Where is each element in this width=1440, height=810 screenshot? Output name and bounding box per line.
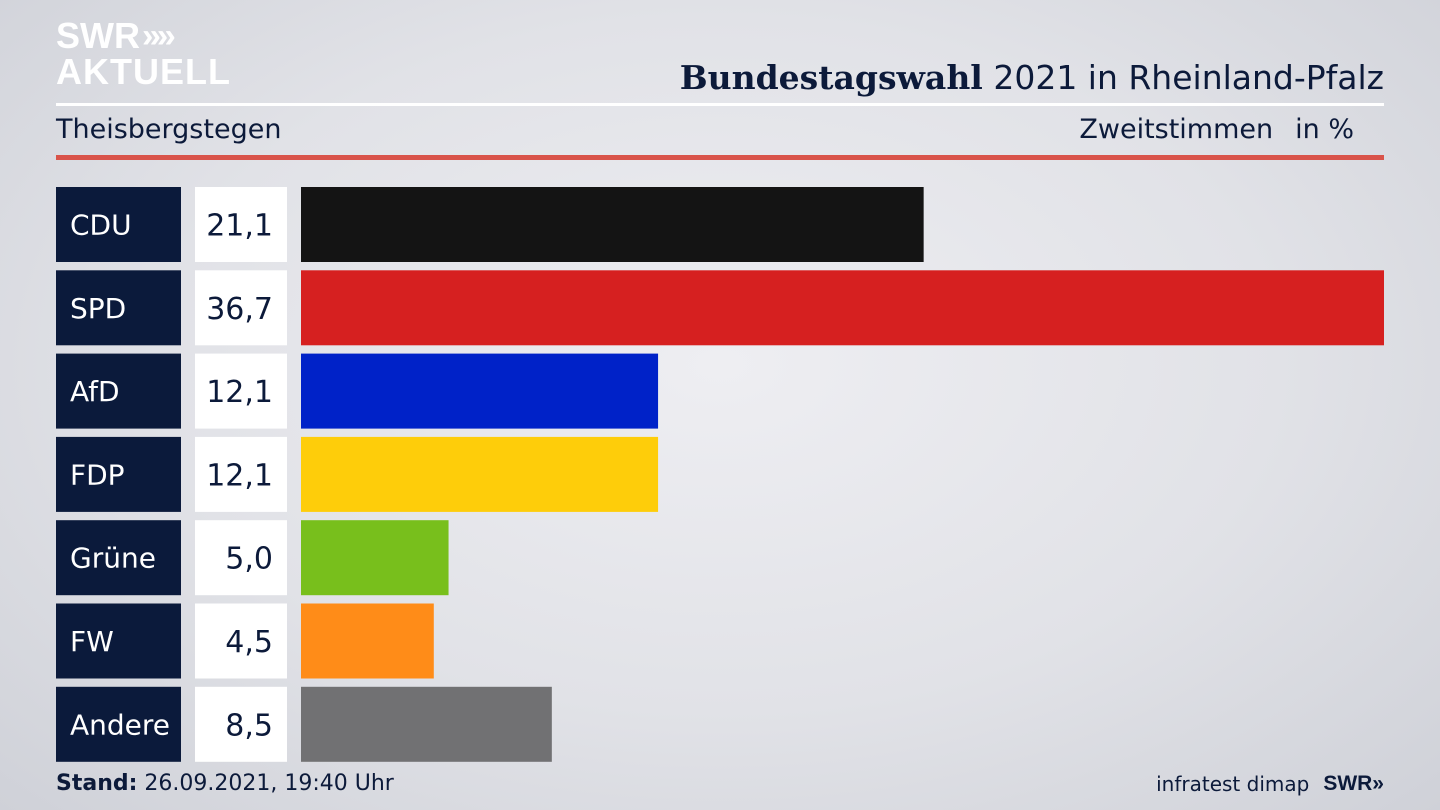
results-bar-chart: CDU 21,1 SPD 36,7 AfD 12,1 FDP 12,1 Grüne 5,0 FW 4,… <box>56 187 1384 762</box>
bar-gr-ne <box>301 520 449 596</box>
bar-row-spd: SPD 36,7 <box>56 270 1384 346</box>
data-label: 21,1 <box>206 209 273 244</box>
party-label: FDP <box>70 458 125 491</box>
data-label: 12,1 <box>206 375 273 410</box>
bar-row-afd: AfD 12,1 <box>56 353 659 429</box>
bar-row-fw: FW 4,5 <box>56 603 434 679</box>
value-box <box>195 436 287 512</box>
stand-label: Stand: <box>56 771 138 796</box>
stand-value: 26.09.2021, 19:40 Uhr <box>137 771 394 796</box>
value-box <box>195 353 287 429</box>
logo-aktuell-text: AKTUELL <box>56 51 231 92</box>
value-box <box>195 603 287 679</box>
logo-swr-text: SWR <box>56 15 140 56</box>
party-label-box <box>56 686 181 762</box>
value-box <box>195 187 287 262</box>
party-label-box <box>56 270 181 346</box>
bar-row-cdu: CDU 21,1 <box>56 187 924 262</box>
data-label: 12,1 <box>206 458 273 493</box>
swr-aktuell-logo: SWR»» AKTUELL <box>56 18 231 90</box>
party-label: AfD <box>70 375 120 408</box>
bar-spd <box>301 270 1384 346</box>
bar-fdp <box>301 436 659 512</box>
timestamp: Stand: 26.09.2021, 19:40 Uhr <box>56 771 394 796</box>
location-label: Theisbergstegen <box>56 114 282 145</box>
data-label: 8,5 <box>225 708 273 743</box>
data-label: 4,5 <box>225 625 273 660</box>
party-label-box <box>56 353 181 429</box>
data-label: 5,0 <box>225 542 273 577</box>
header-divider <box>56 103 1384 106</box>
logo-chevron-icon-2: » <box>156 17 176 55</box>
bar-andere <box>301 686 552 762</box>
source-label: infratest dimap <box>1156 772 1310 796</box>
bar-cdu <box>301 187 924 262</box>
bar-afd <box>301 353 659 429</box>
accent-divider <box>56 155 1384 160</box>
party-label-box <box>56 436 181 512</box>
data-label: 36,7 <box>206 292 273 327</box>
value-box <box>195 520 287 596</box>
bar-row-fdp: FDP 12,1 <box>56 436 659 512</box>
value-box <box>195 270 287 346</box>
source-credit: infratest dimap SWR» <box>1156 772 1384 796</box>
bar-row-andere: Andere 8,5 <box>56 686 552 762</box>
measure-text: Zweitstimmen <box>1079 114 1274 145</box>
party-label: Andere <box>70 708 170 741</box>
value-box <box>195 686 287 762</box>
measure-label: Zweitstimmen in % <box>1079 114 1354 145</box>
title-rest: 2021 in Rheinland-Pfalz <box>982 58 1384 97</box>
logo-chevron-icon: » <box>142 17 161 55</box>
swr-brand-logo: SWR» <box>1323 772 1384 795</box>
party-label: FW <box>70 625 114 658</box>
title-bold: Bundestagswahl <box>679 58 983 97</box>
bar-row-gr-ne: Grüne 5,0 <box>56 520 449 596</box>
bar-fw <box>301 603 434 679</box>
page-title: Bundestagswahl 2021 in Rheinland-Pfalz <box>680 58 1384 97</box>
party-label-box <box>56 520 181 596</box>
party-label: CDU <box>70 209 132 242</box>
unit-text: in % <box>1295 114 1354 145</box>
party-label-box <box>56 187 181 262</box>
party-label: SPD <box>70 292 126 325</box>
party-label: Grüne <box>70 542 156 575</box>
party-label-box <box>56 603 181 679</box>
